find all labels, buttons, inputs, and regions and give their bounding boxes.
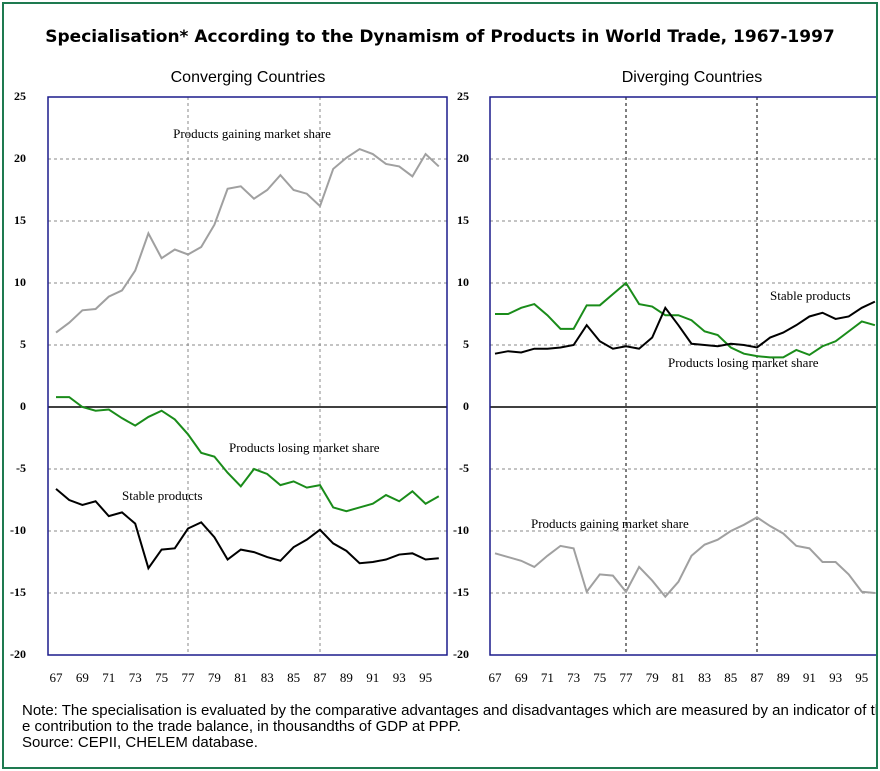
x-tick-label: 93 <box>829 670 842 685</box>
y-tick-label: 5 <box>463 337 469 351</box>
panel-title: Converging Countries <box>171 69 326 86</box>
x-tick-label: 79 <box>646 670 659 685</box>
x-tick-label: 89 <box>340 670 353 685</box>
y-tick-label: 15 <box>14 213 26 227</box>
x-tick-label: 89 <box>777 670 790 685</box>
y-tick-label: 10 <box>14 275 26 289</box>
x-tick-label: 95 <box>855 670 868 685</box>
x-tick-label: 83 <box>261 670 274 685</box>
series-label: Stable products <box>122 488 203 503</box>
x-tick-label: 67 <box>50 670 64 685</box>
series-line <box>494 300 876 355</box>
x-tick-label: 91 <box>366 670 379 685</box>
x-tick-label: 67 <box>489 670 503 685</box>
x-tick-label: 73 <box>129 670 142 685</box>
series-label: Products gaining market share <box>531 516 689 531</box>
series-line <box>494 516 875 599</box>
charts: Specialisation* According to the Dynamis… <box>10 27 876 685</box>
y-tick-label: -20 <box>10 647 26 661</box>
x-tick-label: 83 <box>698 670 711 685</box>
y-tick-label: 10 <box>457 275 469 289</box>
x-tick-label: 79 <box>208 670 221 685</box>
y-tick-label: -10 <box>10 523 26 537</box>
series-label: Products losing market share <box>668 355 819 370</box>
y-tick-label: -5 <box>16 461 26 475</box>
x-tick-label: 87 <box>314 670 328 685</box>
x-tick-label: 85 <box>287 670 300 685</box>
x-tick-label: 87 <box>751 670 765 685</box>
y-tick-label: 5 <box>20 337 26 351</box>
x-tick-label: 77 <box>182 670 196 685</box>
x-tick-label: 93 <box>393 670 406 685</box>
x-tick-label: 81 <box>234 670 247 685</box>
series-line <box>56 396 440 513</box>
panel-title: Diverging Countries <box>622 69 763 86</box>
x-tick-label: 69 <box>515 670 528 685</box>
plot-frame <box>47 96 448 656</box>
series-line <box>55 488 439 571</box>
x-tick-label: 91 <box>803 670 816 685</box>
x-tick-label: 69 <box>76 670 89 685</box>
x-tick-label: 77 <box>620 670 634 685</box>
source-text: Source: CEPII, CHELEM database. <box>22 734 258 751</box>
y-tick-label: -10 <box>453 523 469 537</box>
x-tick-label: 75 <box>593 670 606 685</box>
x-tick-label: 95 <box>419 670 432 685</box>
x-tick-label: 75 <box>155 670 168 685</box>
y-tick-label: 20 <box>14 151 26 165</box>
y-tick-label: -15 <box>453 585 469 599</box>
series-label: Stable products <box>770 288 851 303</box>
y-tick-label: 25 <box>457 89 469 103</box>
x-tick-label: 71 <box>102 670 115 685</box>
series-label: Products losing market share <box>229 440 380 455</box>
plot-frame <box>489 96 876 656</box>
y-tick-label: 0 <box>20 399 26 413</box>
note: Note: The specialisation is evaluated by… <box>22 702 878 751</box>
x-tick-label: 73 <box>567 670 580 685</box>
y-tick-label: 25 <box>14 89 26 103</box>
x-tick-label: 71 <box>541 670 554 685</box>
y-tick-label: -15 <box>10 585 26 599</box>
series-label: Products gaining market share <box>173 126 331 141</box>
y-tick-label: -5 <box>459 461 469 475</box>
series-line <box>55 147 440 334</box>
y-tick-label: 15 <box>457 213 469 227</box>
y-tick-label: 0 <box>463 399 469 413</box>
note-text: Note: The specialisation is evaluated by… <box>22 702 878 735</box>
y-tick-label: -20 <box>453 647 469 661</box>
x-tick-label: 85 <box>724 670 737 685</box>
y-tick-label: 20 <box>457 151 469 165</box>
series-line <box>495 281 876 359</box>
x-tick-label: 81 <box>672 670 685 685</box>
page-title: Specialisation* According to the Dynamis… <box>45 27 834 47</box>
